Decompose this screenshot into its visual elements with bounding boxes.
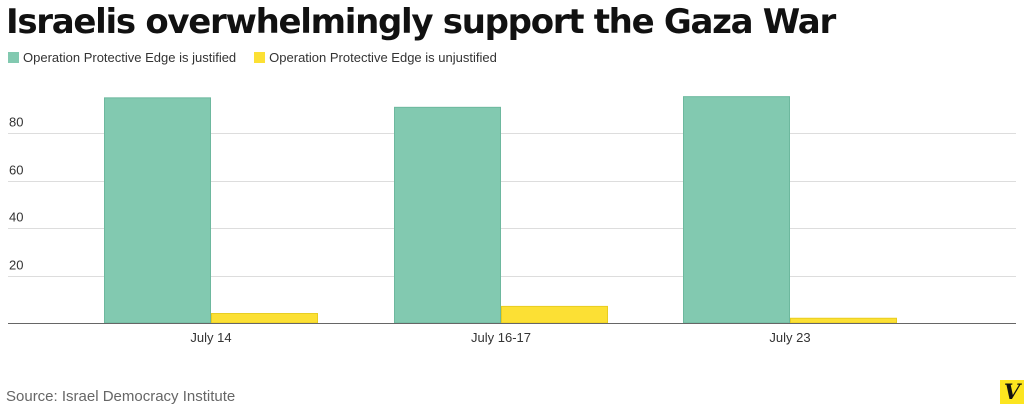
- chart-title: Israelis overwhelmingly support the Gaza…: [6, 2, 836, 42]
- bar-unjustified-3: [790, 317, 897, 324]
- y-tick-label-60: 60: [9, 163, 23, 178]
- y-tick-label-20: 20: [9, 258, 23, 273]
- legend: Operation Protective Edge is justified O…: [8, 48, 515, 66]
- x-tick-label-3: July 23: [769, 330, 810, 345]
- y-tick-label-80: 80: [9, 115, 23, 130]
- legend-label-justified: Operation Protective Edge is justified: [23, 49, 237, 65]
- legend-item-unjustified: Operation Protective Edge is unjustified: [254, 50, 497, 65]
- y-tick-label-40: 40: [9, 210, 23, 225]
- bar-justified-1: [104, 97, 211, 324]
- bar-justified-2: [394, 106, 501, 324]
- legend-swatch-justified: [8, 51, 19, 63]
- source-note: Source: Israel Democracy Institute: [6, 388, 236, 405]
- bar-unjustified-2: [501, 305, 608, 324]
- vox-logo: V: [1000, 380, 1024, 404]
- legend-swatch-unjustified: [254, 51, 266, 63]
- legend-item-justified: Operation Protective Edge is justified: [8, 50, 236, 65]
- bar-unjustified-1: [211, 313, 318, 324]
- legend-label-unjustified: Operation Protective Edge is unjustified: [269, 49, 497, 65]
- x-tick-label-2: July 16-17: [471, 330, 531, 345]
- x-tick-label-1: July 14: [190, 330, 231, 345]
- bar-justified-3: [683, 96, 790, 324]
